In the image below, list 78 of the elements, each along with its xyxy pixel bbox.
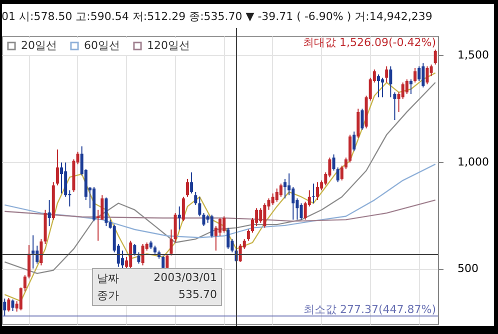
candlestick: [28, 244, 31, 279]
candlestick: [332, 154, 336, 172]
candlestick: [434, 49, 437, 66]
annotation: 최대값 1,526.09(-0.42%): [303, 36, 436, 49]
candlestick: [385, 66, 388, 84]
candlestick: [48, 200, 51, 227]
candlestick: [64, 162, 68, 198]
y-tick-label: 1,000: [458, 155, 489, 168]
y-tick-label: 1,500: [458, 48, 489, 62]
candlestick: [336, 166, 340, 183]
candlestick: [271, 192, 274, 206]
candlestick: [275, 188, 278, 202]
candlestick: [426, 66, 429, 85]
candlestick: [7, 297, 10, 312]
candlestick: [401, 82, 404, 100]
candlestick: [414, 68, 417, 84]
candlestick: [137, 252, 140, 264]
candlestick: [292, 186, 295, 220]
candlestick: [360, 108, 364, 130]
candlestick: [263, 202, 266, 228]
candlestick: [405, 78, 408, 95]
candlestick: [40, 238, 43, 266]
candlestick: [259, 208, 262, 224]
candlestick: [32, 234, 35, 270]
candlestick: [162, 255, 165, 270]
candlestick: [19, 287, 22, 311]
ref-line-label: 최소값 277.37(447.87%): [303, 303, 436, 316]
annotation: 날짜: [97, 271, 120, 286]
candlestick: [279, 183, 282, 198]
line-series: [4, 82, 436, 274]
candlestick: [422, 62, 425, 88]
candlestick: [300, 202, 303, 220]
candlestick: [166, 253, 169, 270]
line-series: [4, 164, 436, 238]
candlestick: [23, 274, 26, 292]
candlestick: [222, 216, 226, 234]
legend-label: 120일선: [147, 38, 190, 52]
candlestick: [36, 245, 39, 264]
candlestick: [210, 214, 214, 238]
candlestick: [11, 298, 14, 312]
candlestick: [178, 206, 181, 230]
candlestick: [255, 208, 258, 227]
candlestick: [60, 162, 64, 194]
annotation: 2003/03/01: [152, 271, 217, 286]
legend-label: 60일선: [84, 38, 120, 52]
candlestick: [238, 244, 242, 262]
candlestick: [218, 217, 222, 236]
candlestick: [198, 196, 202, 217]
candlestick: [352, 131, 356, 152]
candlestick: [246, 228, 250, 242]
candlestick: [186, 178, 189, 198]
candlestick: [376, 74, 380, 98]
candlestick: [409, 78, 412, 95]
y-tick-label: 500: [458, 262, 478, 276]
candlestick: [304, 201, 307, 220]
legend-label: 20일선: [21, 38, 57, 52]
annotation: 535.70: [178, 288, 217, 303]
candlestick: [312, 183, 315, 204]
candlestick: [190, 172, 194, 194]
candlestick: [194, 191, 198, 206]
candlestick: [56, 148, 59, 186]
candlestick: [340, 165, 344, 181]
candlestick: [284, 178, 287, 199]
annotation: 종가: [97, 288, 120, 303]
candlestick: [3, 298, 6, 317]
candlestick: [393, 92, 396, 121]
candlestick: [170, 228, 173, 256]
candlestick: [226, 227, 230, 250]
candlestick: [316, 182, 320, 201]
candlestick: [100, 194, 104, 220]
candlestick: [418, 66, 421, 82]
candlestick: [182, 196, 185, 222]
candlestick: [141, 244, 144, 266]
chart-title: 01 시:578.50 고:590.54 저:512.29 종:535.70 ▼ -39.71 ( -6.90% ) 거:14,942,239: [2, 10, 432, 23]
candlestick: [389, 66, 392, 98]
candlestick: [133, 244, 136, 256]
candlestick: [381, 77, 384, 98]
candlestick: [202, 212, 206, 227]
